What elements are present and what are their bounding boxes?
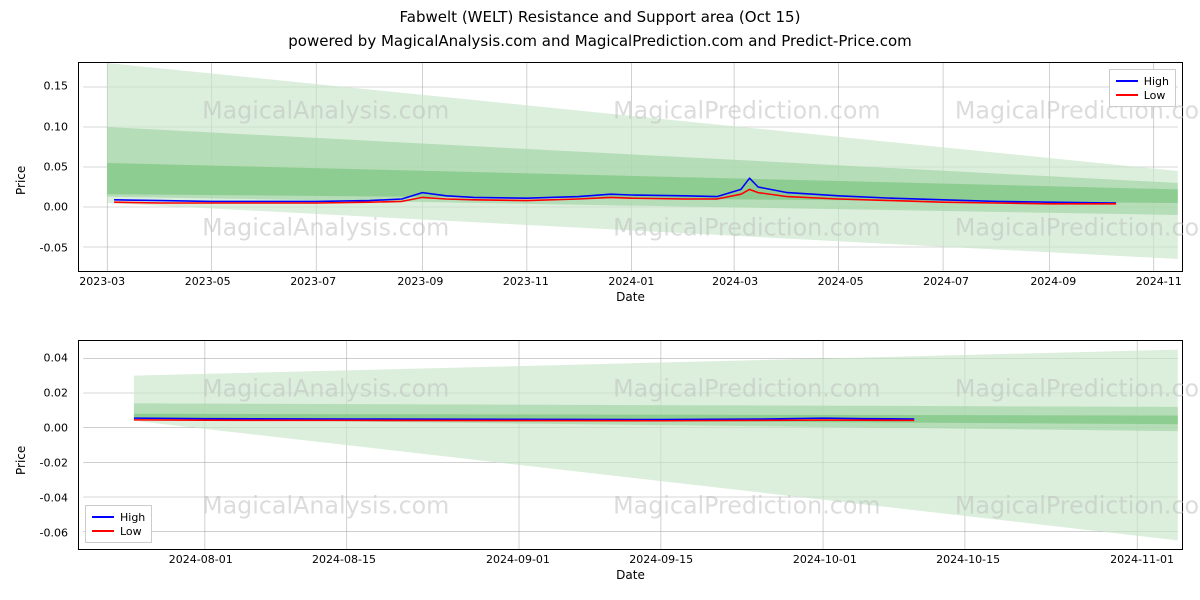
chart-title: Fabwelt (WELT) Resistance and Support ar… — [0, 8, 1200, 26]
legend-label: Low — [120, 525, 142, 538]
legend-label: High — [120, 511, 145, 524]
figure: Fabwelt (WELT) Resistance and Support ar… — [0, 0, 1200, 600]
ytick: 0.02 — [0, 386, 68, 399]
xlabel-bottom: Date — [78, 568, 1183, 582]
watermark: MagicalPrediction.com — [955, 213, 1200, 241]
ytick: -0.04 — [0, 491, 68, 504]
watermark: MagicalPrediction.com — [613, 491, 880, 519]
xtick: 2024-05 — [818, 275, 864, 288]
xtick: 2024-10-15 — [936, 553, 1000, 566]
plot-bottom-svg: MagicalAnalysis.com MagicalPrediction.com… — [79, 341, 1182, 549]
watermark: MagicalPrediction.com — [613, 374, 880, 402]
xtick: 2024-03 — [712, 275, 758, 288]
watermark: MagicalPrediction.com — [955, 374, 1200, 402]
xtick: 2024-09-01 — [486, 553, 550, 566]
legend: HighLow — [1109, 69, 1176, 107]
watermark: MagicalAnalysis.com — [202, 213, 449, 241]
watermark: MagicalAnalysis.com — [202, 96, 449, 124]
xtick: 2024-01 — [608, 275, 654, 288]
xtick: 2023-05 — [185, 275, 231, 288]
plot-top-svg: MagicalAnalysis.com MagicalPrediction.com… — [79, 63, 1182, 271]
xtick: 2023-07 — [290, 275, 336, 288]
legend-swatch — [1116, 94, 1138, 96]
xtick: 2024-11-01 — [1110, 553, 1174, 566]
watermark: MagicalAnalysis.com — [202, 491, 449, 519]
ytick: 0.10 — [0, 120, 68, 133]
watermark: MagicalPrediction.com — [613, 213, 880, 241]
xtick: 2024-08-15 — [312, 553, 376, 566]
xtick: 2023-11 — [503, 275, 549, 288]
xlabel-top: Date — [78, 290, 1183, 304]
legend-swatch — [92, 516, 114, 518]
xtick: 2024-09-15 — [629, 553, 693, 566]
ytick: -0.02 — [0, 456, 68, 469]
ytick: -0.06 — [0, 526, 68, 539]
ytick: 0.00 — [0, 201, 68, 214]
xtick: 2024-07 — [923, 275, 969, 288]
ytick: 0.05 — [0, 161, 68, 174]
ytick: 0.15 — [0, 80, 68, 93]
legend-swatch — [1116, 80, 1138, 82]
ytick: 0.00 — [0, 421, 68, 434]
xtick: 2023-09 — [397, 275, 443, 288]
chart-subtitle: powered by MagicalAnalysis.com and Magic… — [0, 32, 1200, 50]
xtick: 2024-10-01 — [793, 553, 857, 566]
watermark: MagicalPrediction.com — [613, 96, 880, 124]
ytick: -0.05 — [0, 241, 68, 254]
ytick: 0.04 — [0, 351, 68, 364]
legend-label: Low — [1144, 89, 1166, 102]
xtick: 2024-11 — [1136, 275, 1182, 288]
xtick: 2024-08-01 — [169, 553, 233, 566]
legend-swatch — [92, 530, 114, 532]
watermark: MagicalAnalysis.com — [202, 374, 449, 402]
watermark: MagicalPrediction.com — [955, 491, 1200, 519]
xtick: 2024-09 — [1030, 275, 1076, 288]
panel-bottom: MagicalAnalysis.com MagicalPrediction.com… — [78, 340, 1183, 550]
legend: HighLow — [85, 505, 152, 543]
legend-label: High — [1144, 75, 1169, 88]
panel-top: MagicalAnalysis.com MagicalPrediction.com… — [78, 62, 1183, 272]
xtick: 2023-03 — [79, 275, 125, 288]
